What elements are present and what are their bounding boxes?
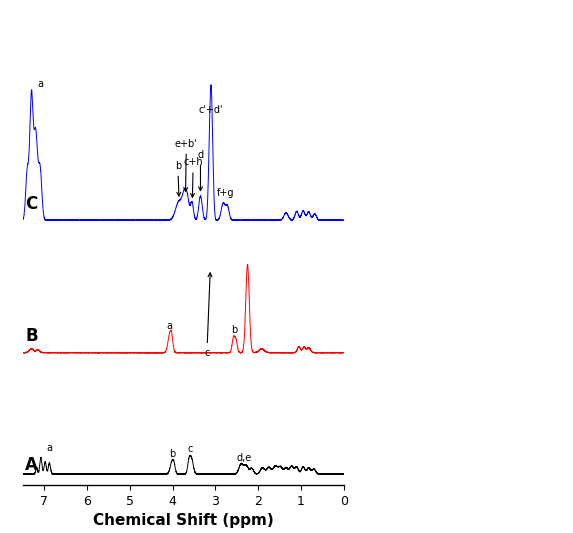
Text: c'+d': c'+d' bbox=[198, 105, 222, 115]
Text: C: C bbox=[25, 195, 37, 213]
Text: c: c bbox=[188, 444, 193, 454]
Text: f+g: f+g bbox=[217, 188, 234, 198]
Text: A: A bbox=[25, 456, 38, 474]
Text: a: a bbox=[46, 443, 53, 453]
X-axis label: Chemical Shift (ppm): Chemical Shift (ppm) bbox=[93, 513, 274, 528]
Text: B: B bbox=[25, 327, 38, 345]
Text: b: b bbox=[175, 160, 181, 196]
Text: a: a bbox=[167, 321, 172, 331]
Text: a: a bbox=[37, 79, 43, 89]
Text: b: b bbox=[231, 325, 237, 335]
Text: b: b bbox=[168, 449, 175, 459]
Text: d,e: d,e bbox=[236, 453, 252, 463]
Text: e+b': e+b' bbox=[175, 139, 198, 191]
Text: c: c bbox=[204, 273, 212, 358]
Text: c+h: c+h bbox=[183, 157, 203, 197]
Text: d: d bbox=[198, 150, 203, 191]
